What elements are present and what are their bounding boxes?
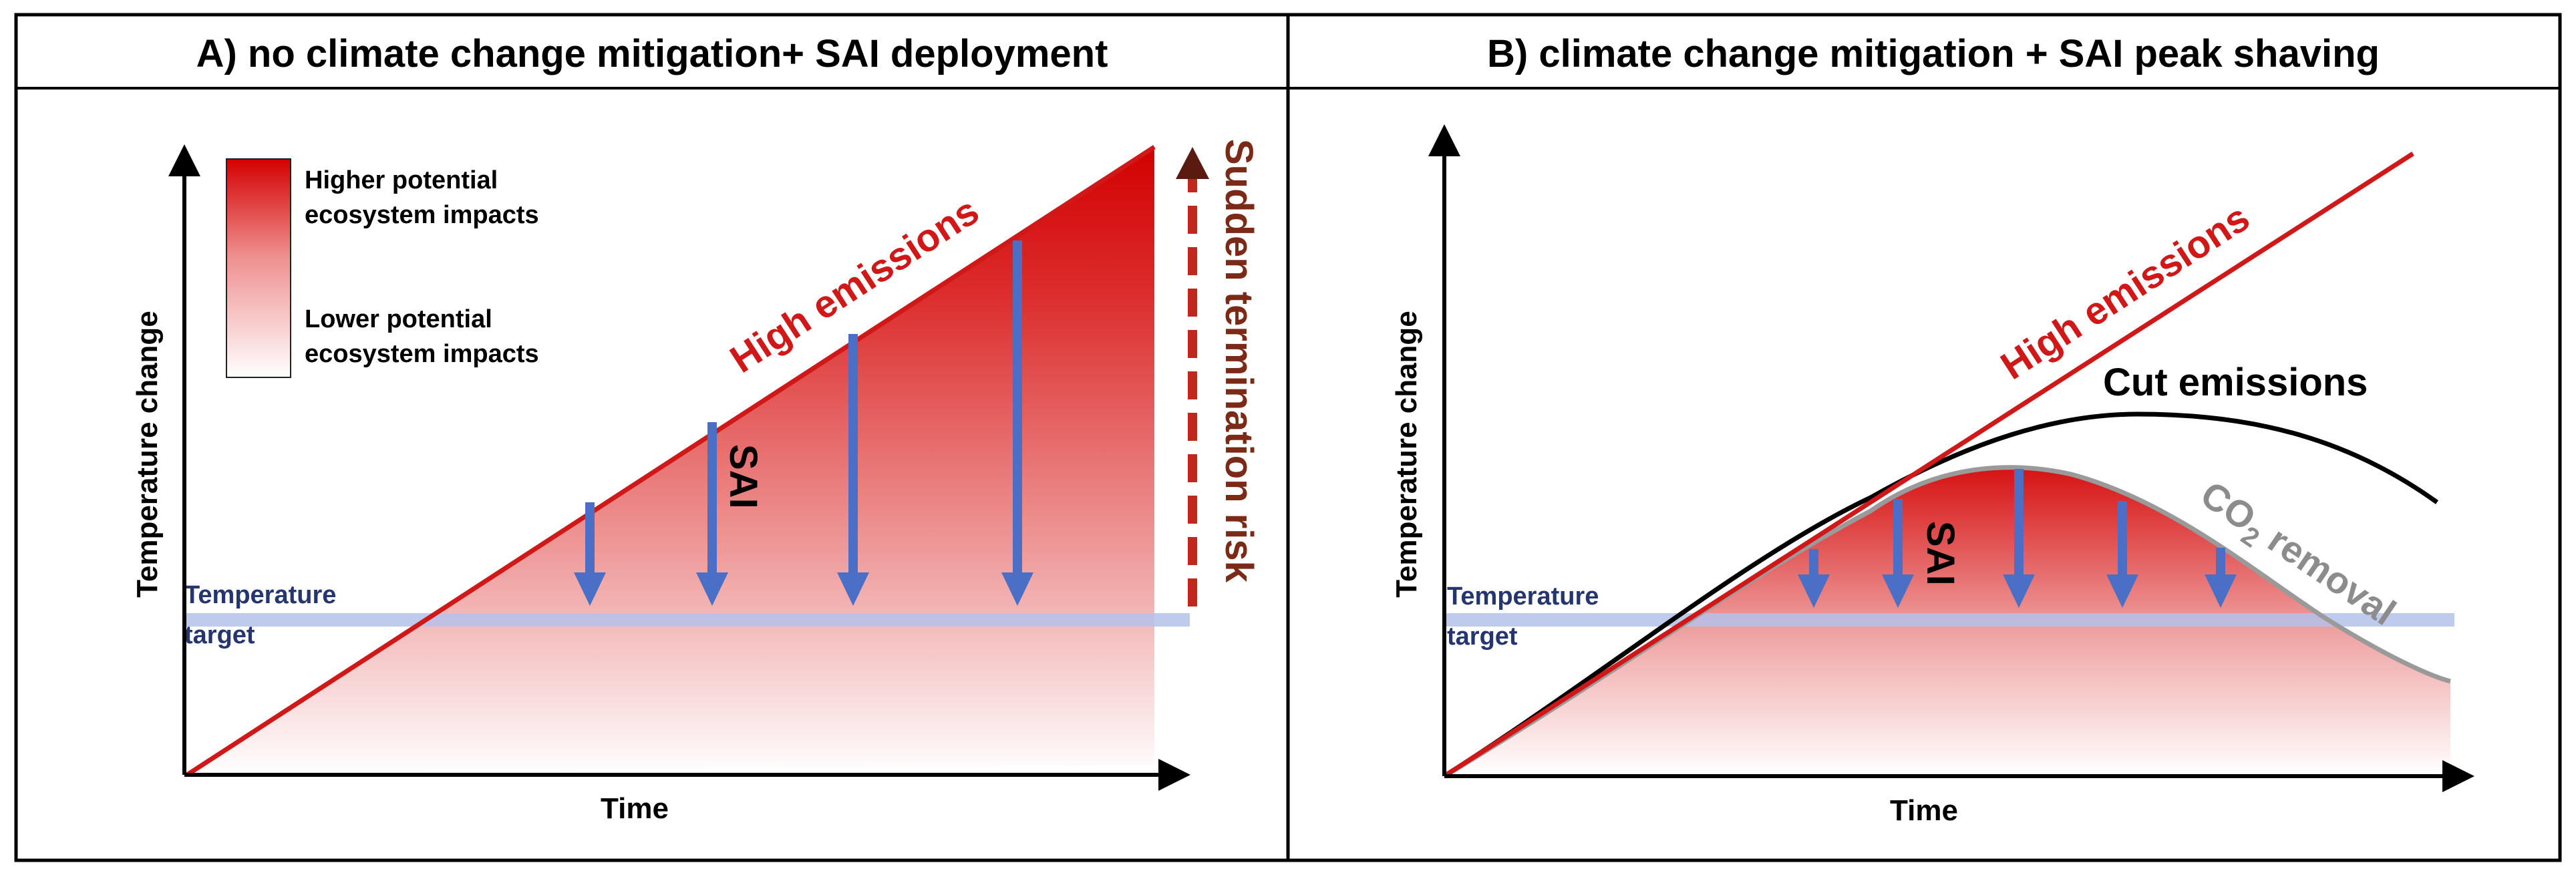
panel-b-y-axis-label: Temperature change xyxy=(1390,311,1423,598)
panel-b-high-emissions-line xyxy=(1445,152,2414,777)
panel-a-target-label-line2: target xyxy=(184,621,255,649)
sai-arrow xyxy=(2205,548,2237,608)
sai-arrow xyxy=(1882,499,1914,608)
sai-arrow xyxy=(837,334,869,606)
panel-a-axes xyxy=(168,144,1190,791)
legend-high-line2: ecosystem impacts xyxy=(305,201,539,229)
panel-b-cut-emissions-label: Cut emissions xyxy=(2103,361,2368,404)
panel-a-title: A) no climate change mitigation+ SAI dep… xyxy=(196,32,1108,75)
sai-arrow xyxy=(1798,549,1830,608)
panel-b-target-label-line1: Temperature xyxy=(1447,582,1599,611)
legend-gradient-swatch xyxy=(226,158,291,378)
panel-a-x-axis-label: Time xyxy=(601,792,669,825)
panel-a-sai-arrows xyxy=(574,240,1033,606)
legend-high-line1: Higher potential xyxy=(305,166,498,194)
sai-arrow xyxy=(574,502,606,606)
panel-b-target-label-line2: target xyxy=(1447,623,1518,651)
sai-arrow xyxy=(696,422,728,606)
panel-a-high-emissions-line xyxy=(186,145,1156,777)
panel-b-sai-label: SAI xyxy=(1919,521,1962,586)
panel-b: B) climate change mitigation + SAI peak … xyxy=(1390,32,2474,827)
panel-a-temperature-target-band xyxy=(184,613,1190,627)
panel-a-sai-label: SAI xyxy=(721,444,765,509)
legend-low-line1: Lower potential xyxy=(305,305,492,333)
panel-a-legend: Higher potential ecosystem impacts Lower… xyxy=(226,158,539,378)
panel-b-title: B) climate change mitigation + SAI peak … xyxy=(1487,32,2380,75)
panel-a-termination-arrow xyxy=(1176,147,1209,606)
panel-b-axes xyxy=(1428,124,2474,792)
panel-a: A) no climate change mitigation+ SAI dep… xyxy=(131,32,1261,825)
panel-b-temperature-target-band xyxy=(1444,613,2454,627)
panel-b-high-emissions-label: High emissions xyxy=(1993,196,2257,388)
legend-low-line2: ecosystem impacts xyxy=(305,340,539,368)
panel-a-termination-label: Sudden termination risk xyxy=(1217,139,1261,583)
figure-frame xyxy=(14,13,2562,862)
panel-b-x-axis-label: Time xyxy=(1890,794,1958,827)
panel-b-cut-emissions-line xyxy=(1445,411,2439,777)
sai-arrow xyxy=(2106,501,2138,608)
panel-a-target-label-line1: Temperature xyxy=(184,581,336,609)
panel-a-y-axis-label: Temperature change xyxy=(131,311,164,598)
sai-arrow xyxy=(2003,469,2035,608)
sai-arrow xyxy=(1001,240,1033,606)
panel-b-sai-arrows xyxy=(1798,469,2237,608)
